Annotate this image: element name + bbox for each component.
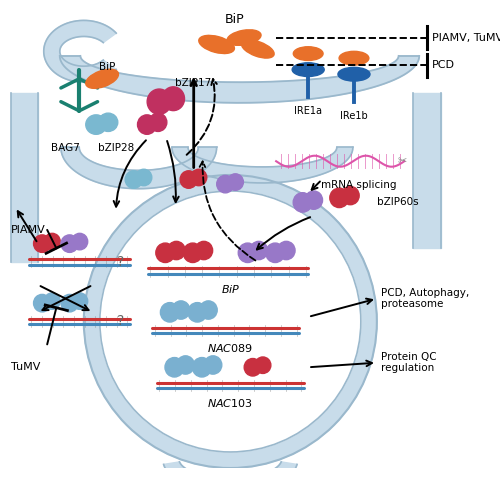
- Ellipse shape: [138, 115, 156, 134]
- Text: mRNA splicing: mRNA splicing: [321, 180, 396, 190]
- Text: Protein QC
regulation: Protein QC regulation: [382, 352, 437, 373]
- Ellipse shape: [292, 63, 324, 76]
- Text: $\it{NAC089}$: $\it{NAC089}$: [207, 342, 254, 354]
- Polygon shape: [172, 148, 353, 183]
- Ellipse shape: [98, 113, 118, 131]
- Ellipse shape: [242, 40, 274, 58]
- Text: ✂: ✂: [398, 156, 406, 166]
- Ellipse shape: [227, 30, 261, 45]
- Polygon shape: [61, 148, 216, 189]
- Polygon shape: [60, 56, 419, 103]
- Ellipse shape: [293, 193, 312, 212]
- Ellipse shape: [278, 241, 295, 260]
- Ellipse shape: [244, 358, 262, 376]
- Text: ?: ?: [117, 315, 124, 328]
- Ellipse shape: [61, 235, 78, 252]
- Ellipse shape: [342, 186, 359, 205]
- Ellipse shape: [338, 67, 370, 81]
- Ellipse shape: [192, 358, 212, 377]
- Ellipse shape: [44, 233, 60, 250]
- Ellipse shape: [305, 191, 322, 209]
- Text: ?: ?: [117, 255, 124, 269]
- Ellipse shape: [330, 188, 348, 207]
- Text: TuMV: TuMV: [10, 362, 40, 372]
- Ellipse shape: [86, 115, 106, 134]
- Ellipse shape: [255, 357, 271, 373]
- Ellipse shape: [149, 113, 167, 131]
- Ellipse shape: [34, 235, 50, 252]
- Ellipse shape: [160, 303, 180, 322]
- Text: $\it{NAC103}$: $\it{NAC103}$: [208, 397, 254, 409]
- Text: IRE1a: IRE1a: [294, 106, 322, 116]
- Text: IRe1b: IRe1b: [340, 111, 368, 121]
- Ellipse shape: [184, 243, 202, 262]
- Circle shape: [84, 175, 377, 468]
- Ellipse shape: [176, 356, 194, 374]
- Text: bZIP60s: bZIP60s: [377, 197, 418, 207]
- Text: PCD: PCD: [432, 60, 455, 70]
- Ellipse shape: [195, 241, 212, 260]
- Text: BiP: BiP: [98, 62, 115, 72]
- Ellipse shape: [339, 51, 369, 65]
- Ellipse shape: [136, 169, 152, 186]
- Ellipse shape: [204, 356, 222, 374]
- Ellipse shape: [162, 87, 184, 110]
- Ellipse shape: [61, 294, 78, 312]
- Ellipse shape: [172, 301, 190, 319]
- Text: PlAMV: PlAMV: [10, 225, 45, 235]
- Polygon shape: [44, 21, 116, 82]
- Ellipse shape: [156, 243, 174, 262]
- Circle shape: [100, 191, 361, 452]
- Text: $\it{BiP}$: $\it{BiP}$: [220, 282, 240, 294]
- Text: BAG7: BAG7: [51, 143, 80, 153]
- Ellipse shape: [266, 243, 284, 262]
- Ellipse shape: [86, 69, 118, 88]
- Ellipse shape: [72, 293, 88, 309]
- Ellipse shape: [188, 303, 207, 322]
- Ellipse shape: [228, 174, 244, 190]
- Ellipse shape: [168, 241, 185, 260]
- Ellipse shape: [147, 89, 171, 114]
- Ellipse shape: [165, 358, 184, 377]
- Ellipse shape: [44, 293, 60, 309]
- Text: bZIP17: bZIP17: [176, 78, 212, 88]
- Ellipse shape: [72, 233, 88, 250]
- Ellipse shape: [199, 35, 234, 54]
- Text: PCD, Autophagy,
proteasome: PCD, Autophagy, proteasome: [382, 288, 470, 309]
- Ellipse shape: [180, 171, 198, 188]
- Text: BiP: BiP: [225, 13, 244, 26]
- Ellipse shape: [216, 175, 234, 193]
- Ellipse shape: [125, 171, 142, 188]
- Text: bZIP28: bZIP28: [98, 143, 134, 153]
- Ellipse shape: [294, 47, 323, 61]
- Ellipse shape: [200, 301, 217, 319]
- Ellipse shape: [34, 294, 50, 312]
- Ellipse shape: [190, 169, 207, 186]
- Text: PlAMV, TuMV: PlAMV, TuMV: [432, 33, 500, 43]
- Ellipse shape: [250, 241, 268, 260]
- Ellipse shape: [238, 243, 257, 262]
- Polygon shape: [164, 462, 297, 478]
